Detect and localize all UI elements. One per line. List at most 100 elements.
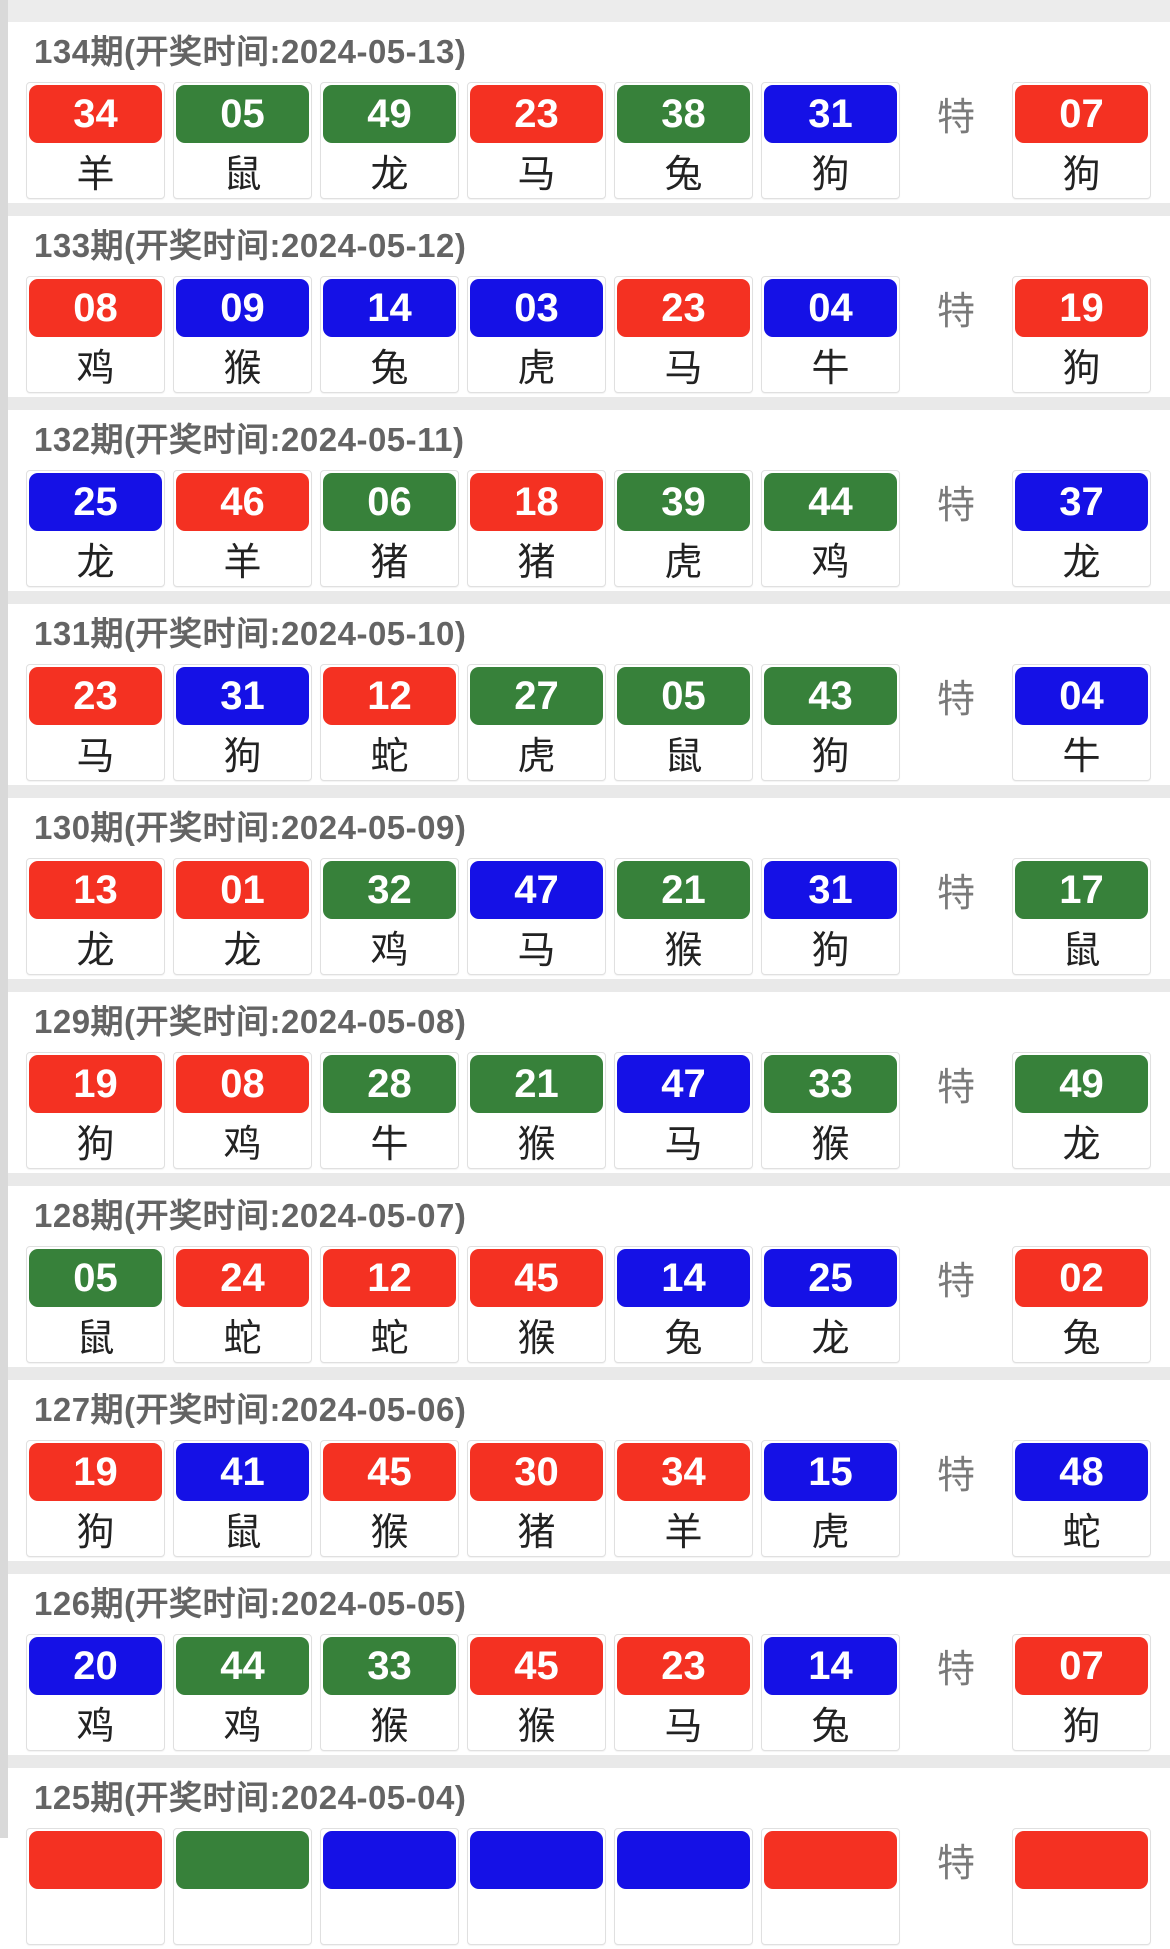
ball-cell: 04 牛 [761,276,900,393]
ball-number: 43 [764,667,897,725]
ball-cell: 12 蛇 [320,664,459,781]
special-ball-cell: 07 狗 [1012,82,1151,199]
draw-list: 134期(开奖时间:2024-05-13) 34 羊 05 鼠 49 龙 23 … [0,22,1170,1949]
ball-cell: 47 马 [467,858,606,975]
ball-number: 05 [176,85,309,143]
ball-cell: 18 猪 [467,470,606,587]
ball-row: 13 龙 01 龙 32 鸡 47 马 21 猴 31 狗 特 17 鼠 [26,858,1170,975]
draw-section: 125期(开奖时间:2024-05-04) 特 [0,1768,1170,1949]
ball-zodiac: 羊 [664,1512,703,1554]
draw-title: 128期(开奖时间:2024-05-07) [34,1197,467,1234]
ball-zodiac [174,1889,311,1944]
ball-cell: 45 猴 [467,1246,606,1363]
ball-cell: 01 龙 [173,858,312,975]
ball-zodiac: 蛇 [370,736,409,778]
ball-zodiac: 龙 [223,930,262,972]
ball-number: 24 [176,1249,309,1307]
ball-zodiac: 羊 [76,154,115,196]
ball-zodiac: 狗 [1062,154,1101,196]
section-divider [0,785,1170,798]
ball-number: 04 [764,279,897,337]
ball-number: 21 [617,861,750,919]
ball-cell: 05 鼠 [173,82,312,199]
ball-cell: 28 牛 [320,1052,459,1169]
ball-cell: 46 羊 [173,470,312,587]
ball-zodiac: 鼠 [223,154,262,196]
ball-zodiac: 兔 [1062,1318,1101,1360]
ball-cell [26,1828,165,1945]
ball-number [470,1831,603,1889]
ball-zodiac: 马 [664,1706,703,1748]
ball-number: 44 [764,473,897,531]
ball-number: 25 [29,473,162,531]
ball-zodiac: 猴 [811,1124,850,1166]
ball-cell [320,1828,459,1945]
ball-number: 31 [764,85,897,143]
ball-zodiac [27,1889,164,1944]
ball-number: 02 [1015,1249,1148,1307]
ball-zodiac: 龙 [76,542,115,584]
ball-cell: 25 龙 [761,1246,900,1363]
draw-section: 127期(开奖时间:2024-05-06) 19 狗 41 鼠 45 猴 30 … [0,1380,1170,1561]
ball-zodiac: 兔 [664,154,703,196]
ball-zodiac: 马 [517,154,556,196]
ball-cell: 21 猴 [614,858,753,975]
ball-zodiac: 猴 [517,1318,556,1360]
page-top-bar [0,0,1170,22]
section-divider [0,1367,1170,1380]
ball-zodiac: 蛇 [1062,1512,1101,1554]
special-ball-cell [1012,1828,1151,1945]
ball-zodiac: 牛 [1062,736,1101,778]
ball-number: 05 [29,1249,162,1307]
special-ball-cell: 04 牛 [1012,664,1151,781]
draw-title: 133期(开奖时间:2024-05-12) [34,227,467,264]
ball-row: 19 狗 41 鼠 45 猴 30 猪 34 羊 15 虎 特 48 蛇 [26,1440,1170,1557]
ball-zodiac: 龙 [370,154,409,196]
draw-section: 130期(开奖时间:2024-05-09) 13 龙 01 龙 32 鸡 47 … [0,798,1170,979]
ball-zodiac: 猴 [517,1706,556,1748]
ball-cell: 09 猴 [173,276,312,393]
ball-zodiac: 牛 [811,348,850,390]
ball-zodiac [468,1889,605,1944]
ball-zodiac: 猴 [517,1124,556,1166]
ball-cell: 34 羊 [614,1440,753,1557]
draw-title: 131期(开奖时间:2024-05-10) [34,615,467,652]
ball-number: 33 [323,1637,456,1695]
ball-zodiac: 猴 [664,930,703,972]
ball-cell: 31 狗 [761,858,900,975]
draw-section: 129期(开奖时间:2024-05-08) 19 狗 08 鸡 28 牛 21 … [0,992,1170,1173]
ball-zodiac: 龙 [1062,542,1101,584]
special-label: 特 [936,96,975,139]
ball-cell: 24 蛇 [173,1246,312,1363]
ball-cell: 41 鼠 [173,1440,312,1557]
ball-zodiac: 鸡 [811,542,850,584]
ball-zodiac: 马 [664,348,703,390]
ball-cell: 45 猴 [467,1634,606,1751]
page-left-edge [0,0,8,1838]
ball-number: 14 [323,279,456,337]
ball-number: 38 [617,85,750,143]
ball-zodiac: 狗 [223,736,262,778]
ball-number: 39 [617,473,750,531]
ball-number: 46 [176,473,309,531]
ball-zodiac: 狗 [1062,1706,1101,1748]
ball-cell: 21 猴 [467,1052,606,1169]
draw-title: 130期(开奖时间:2024-05-09) [34,809,467,846]
ball-number: 15 [764,1443,897,1501]
ball-cell: 34 羊 [26,82,165,199]
draw-section: 134期(开奖时间:2024-05-13) 34 羊 05 鼠 49 龙 23 … [0,22,1170,203]
ball-number: 04 [1015,667,1148,725]
ball-number [764,1831,897,1889]
ball-zodiac: 龙 [1062,1124,1101,1166]
ball-zodiac: 鸡 [370,930,409,972]
ball-zodiac: 猴 [370,1512,409,1554]
ball-row: 23 马 31 狗 12 蛇 27 虎 05 鼠 43 狗 特 04 牛 [26,664,1170,781]
ball-number: 05 [617,667,750,725]
ball-cell: 31 狗 [173,664,312,781]
ball-cell: 05 鼠 [614,664,753,781]
ball-cell: 08 鸡 [173,1052,312,1169]
ball-number: 34 [29,85,162,143]
section-divider [0,203,1170,216]
ball-cell: 44 鸡 [761,470,900,587]
ball-number [176,1831,309,1889]
